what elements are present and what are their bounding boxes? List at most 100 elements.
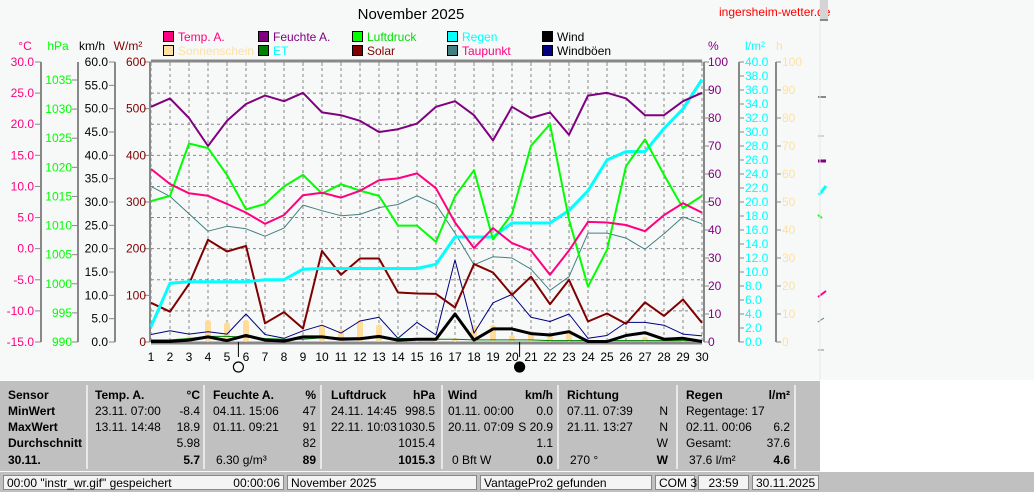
axis-tick-label-temp: 25.0: [11, 86, 35, 100]
legend-item: Temp. A.: [163, 31, 225, 44]
axis-tick-label-hum: 100: [708, 55, 728, 69]
website-link[interactable]: ingersheim-wetter.de: [719, 5, 831, 19]
legend-label: Sonnenschein: [178, 44, 255, 58]
x-tick-label: 6: [243, 350, 250, 364]
axis-unit-solar: W/m²: [114, 39, 143, 53]
axis-tick-label-wind: 40.0: [85, 148, 109, 162]
table-cell-wind-time: 0 Bft W: [452, 453, 492, 467]
col-dir: [559, 385, 678, 469]
table-cell-dir-value: W: [656, 436, 668, 450]
axis-tick-label-wind: 60.0: [85, 55, 109, 69]
axis-tick-label-temp: -5.0: [13, 273, 34, 287]
x-tick-label: 14: [391, 350, 405, 364]
legend-swatch: [542, 45, 553, 56]
axis-tick-label-hum: 20: [708, 279, 722, 293]
axis-tick-label-rain: 28.0: [745, 139, 769, 153]
axis-tick-label-solar: 500: [126, 102, 146, 116]
x-tick-label: 30: [695, 350, 709, 364]
axis-tick-label-hum: 10: [708, 307, 722, 321]
legend-label: Feuchte A.: [273, 30, 331, 44]
x-tick-label: 5: [224, 350, 231, 364]
table-cell-hum-time: 01.11. 09:21: [213, 420, 279, 434]
scrollbar-thumb[interactable]: [820, 0, 828, 21]
axis-tick-label-press: 1005: [45, 248, 72, 262]
axis-tick-label-press: 995: [52, 306, 72, 320]
legend-swatch: [542, 31, 553, 42]
axis-tick-label-temp: 5.0: [17, 211, 34, 225]
axis-tick-label-sun: 60: [782, 167, 796, 181]
series-line-solar: [150, 238, 703, 330]
table-cell-rain-time: Regentage: 17: [686, 404, 765, 418]
axis-unit-rain: l/m²: [745, 39, 765, 53]
col-rain: [678, 385, 796, 469]
legend-item: Feuchte A.: [258, 31, 330, 44]
col-press: [322, 385, 443, 469]
table-cell-press-time: 24.11. 14:45: [331, 404, 397, 418]
series-line-feuchte-a-: [150, 91, 703, 147]
sunshine-bar: [509, 335, 515, 342]
legend-item: Solar: [352, 45, 395, 58]
axis-tick-label-temp: 15.0: [11, 148, 35, 162]
table-cell-hum-value: 47: [302, 404, 316, 418]
table-header: Feuchte A.: [213, 388, 274, 402]
legend-label: Temp. A.: [178, 30, 225, 44]
table-header: Regen: [686, 388, 723, 402]
status-port: COM 3: [655, 475, 697, 490]
legend-label: Regen: [462, 30, 498, 44]
table-cell-hum-value: 91: [302, 420, 316, 434]
table-row-label: MaxWert: [8, 420, 58, 434]
table-header: Temp. A.: [95, 388, 145, 402]
new-moon-icon: [513, 361, 526, 373]
status-elapsed: 00:00:06: [233, 476, 280, 490]
series-line-temp-a-: [150, 168, 703, 276]
table-header-unit: l/m²: [768, 388, 790, 402]
table-header: Sensor: [8, 388, 49, 402]
x-tick-label: 16: [429, 350, 443, 364]
legend-label: Taupunkt: [462, 44, 511, 58]
table-row-label: Durchschnitt: [8, 436, 83, 450]
legend-swatch: [163, 45, 174, 56]
offscreen-chart-fragment: [817, 317, 825, 323]
x-tick-label: 29: [676, 350, 690, 364]
axis-tick-label-sun: 10: [782, 307, 796, 321]
legend-swatch: [352, 31, 363, 42]
axis-tick-label-hum: 50: [708, 195, 722, 209]
axis-unit-hum: %: [708, 39, 719, 53]
axis-tick-label-hum: 70: [708, 139, 722, 153]
axis-unit-sun: h: [776, 39, 783, 53]
axis-tick-label-press: 1030: [45, 102, 72, 116]
series-line-taupunkt: [150, 185, 703, 291]
x-tick-label: 1: [148, 350, 155, 364]
sunshine-bar: [319, 325, 325, 342]
x-tick-label: 27: [638, 350, 652, 364]
series-line-luftdruck: [150, 123, 703, 288]
weather-chart: 30.025.020.015.010.05.00.0-5.0-10.0-15.0…: [7, 0, 828, 380]
legend-label: Wind: [557, 30, 585, 44]
axis-tick-label-sun: 40: [782, 223, 796, 237]
legend-label: Solar: [367, 44, 396, 58]
axis-tick-label-solar: 600: [126, 55, 146, 69]
table-cell-hum-time: 04.11. 15:06: [213, 404, 279, 418]
table-cell-rain-value: 6.2: [773, 420, 790, 434]
axis-tick-label-wind: 45.0: [85, 125, 109, 139]
table-cell-wind-value: 0.0: [536, 404, 553, 418]
axis-tick-label-rain: 2.0: [745, 321, 762, 335]
axis-tick-label-rain: 30.0: [745, 125, 769, 139]
axis-tick-label-rain: 12.0: [745, 251, 769, 265]
axis-tick-label-wind: 15.0: [85, 265, 109, 279]
axis-tick-label-wind: 0.0: [91, 335, 108, 349]
table-cell-temp-value: 18.9: [176, 420, 200, 434]
legend-item: ET: [258, 45, 288, 58]
axis-tick-label-rain: 20.0: [745, 195, 769, 209]
legend-label: Windböen: [557, 44, 612, 58]
legend-swatch: [258, 31, 269, 42]
x-tick-label: 3: [186, 350, 193, 364]
axis-tick-label-wind: 5.0: [91, 312, 108, 326]
table-cell-hum-value: 89: [302, 453, 316, 467]
x-tick-label: 26: [619, 350, 633, 364]
table-cell-temp-value: 5.98: [176, 436, 200, 450]
axis-tick-label-temp: 20.0: [11, 117, 35, 131]
x-tick-label: 18: [467, 350, 481, 364]
x-tick-label: 17: [448, 350, 462, 364]
table-cell-temp-time: 23.11. 07:00: [95, 404, 161, 418]
